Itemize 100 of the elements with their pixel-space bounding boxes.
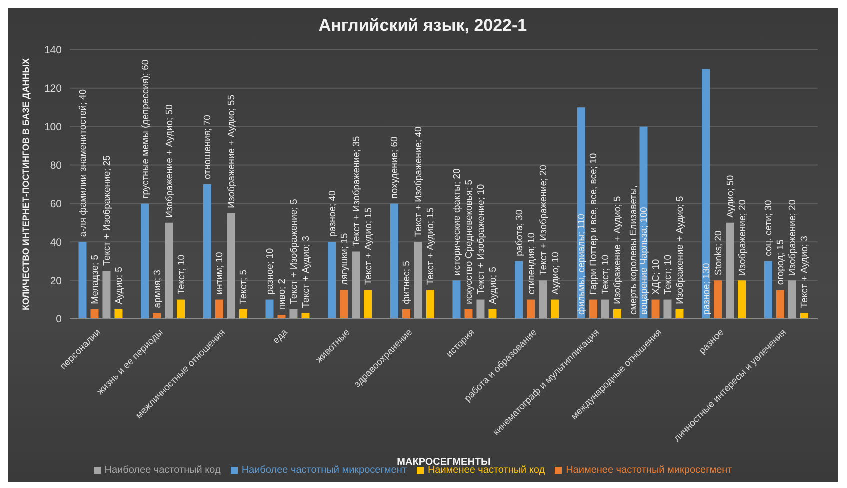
data-label: Текст; 5	[238, 270, 250, 304]
y-axis-title: КОЛИЧЕСТВО ИНТЕРНЕТ-ПОСТИНГОВ В БАЗЕ ДАННЫХ	[21, 58, 32, 311]
bar	[290, 309, 298, 319]
bar	[776, 290, 784, 319]
bar	[488, 309, 497, 319]
data-label: а-ля фамилии знаменитостей; 40	[78, 89, 90, 238]
y-tick-label: 20	[50, 275, 62, 288]
bar	[601, 300, 610, 319]
bar	[402, 309, 410, 319]
y-tick-label: 80	[50, 160, 62, 172]
bar	[800, 313, 808, 319]
bar	[676, 309, 684, 319]
legend-label: Наиболее частотный код	[104, 465, 221, 476]
data-label: разное; 10	[265, 248, 276, 295]
legend-label: Наименее частотный код	[428, 465, 546, 476]
chart-title: Английский язык, 2022-1	[318, 15, 528, 37]
bar	[239, 309, 248, 319]
data-label: огород; 15	[776, 240, 787, 286]
bar	[426, 290, 434, 319]
bar	[764, 261, 772, 319]
bar	[364, 290, 372, 319]
bar	[78, 242, 87, 319]
data-label: ХДС; 10	[651, 259, 662, 295]
data-label: Гарри Поттер и все, все, все; 10	[588, 153, 600, 295]
data-label: Аудио; 10	[550, 252, 562, 295]
y-tick-label: 0	[56, 314, 62, 326]
data-label: Текст + Аудио; 15	[363, 208, 374, 286]
data-label: Текст + Изображение; 40	[414, 126, 425, 238]
bar	[702, 69, 710, 319]
data-label: разное; 40	[327, 190, 338, 238]
data-label: Меладзе; 5	[90, 254, 102, 304]
data-label: искусство Средневековья; 5	[464, 180, 476, 304]
data-label: Текст; 10	[663, 255, 674, 295]
bar	[153, 313, 162, 319]
data-label: Текст + Аудио; 3	[800, 236, 811, 308]
bar	[589, 300, 598, 319]
x-tick-label: еда	[271, 326, 291, 346]
legend-label: Наиболее частотный микросегмент	[242, 465, 407, 476]
data-label: стипендия; 10	[526, 232, 538, 295]
bar	[515, 261, 524, 319]
bar	[539, 280, 548, 319]
bar	[613, 309, 622, 319]
data-label: Stonks; 20	[713, 230, 724, 276]
data-label: Изображение; 20	[737, 200, 748, 276]
bar	[165, 222, 174, 319]
data-label: отношения; 70	[202, 115, 214, 180]
data-label: Изображение + Аудио; 5	[612, 196, 624, 304]
bar	[340, 290, 348, 319]
data-label: Текст + Аудио; 15	[426, 208, 437, 286]
bar	[738, 280, 746, 319]
y-tick-label: 120	[44, 83, 62, 96]
legend-label: Наименее частотный микросегмент	[566, 465, 732, 476]
data-label: Текст; 10	[176, 255, 188, 295]
bar	[551, 300, 560, 319]
bar	[664, 300, 672, 319]
y-tick-label: 140	[44, 44, 62, 57]
bar	[390, 204, 398, 319]
data-label: армия; 3	[152, 270, 164, 308]
bar	[464, 309, 473, 319]
data-label: Текст + Изображение; 25	[102, 156, 114, 266]
data-label: пиво; 2	[277, 278, 288, 310]
bar	[114, 309, 123, 319]
data-label: фитнес; 5	[402, 261, 413, 304]
data-label: Текст; 10	[600, 255, 612, 295]
data-label: исторические факты; 20	[452, 168, 464, 276]
bar	[278, 315, 286, 319]
bar	[102, 270, 111, 319]
data-label: Текст + Изображение; 10	[476, 184, 488, 295]
bar	[352, 252, 360, 319]
bar	[328, 242, 336, 319]
y-tick-label: 60	[50, 198, 62, 210]
data-label: Аудио; 5	[488, 267, 500, 304]
bar	[266, 300, 274, 319]
data-label: лягушки; 15	[339, 233, 350, 286]
y-tick-label: 100	[44, 122, 62, 134]
data-label: Текст + Изображение; 20	[538, 165, 550, 276]
bar	[788, 280, 796, 319]
data-label: разное; 130	[701, 263, 712, 315]
bar	[452, 280, 461, 319]
data-label: Текст + Изображение; 35	[351, 136, 362, 247]
data-label: Текст + Изображение; 5	[289, 199, 300, 304]
data-label: Текст + Аудио; 3	[301, 236, 312, 308]
bar	[302, 313, 310, 319]
bar	[141, 204, 150, 319]
bar	[476, 300, 485, 319]
bar	[414, 242, 422, 319]
data-label: Аудио; 50	[725, 175, 736, 218]
bar	[227, 213, 236, 319]
bar	[714, 280, 722, 319]
data-label: работа; 30	[514, 210, 526, 256]
data-label: Изображение + Аудио; 50	[164, 104, 176, 218]
data-label: грустные мемы (депрессия); 60	[140, 60, 152, 199]
data-label: фильмы, сериалы; 110	[576, 214, 588, 315]
y-tick-label: 40	[50, 236, 62, 249]
bar	[203, 184, 212, 319]
bar	[726, 222, 734, 319]
data-label: интим; 10	[214, 252, 226, 295]
bar	[527, 300, 536, 319]
data-label: Изображение; 20	[788, 200, 799, 276]
bar	[90, 309, 99, 319]
